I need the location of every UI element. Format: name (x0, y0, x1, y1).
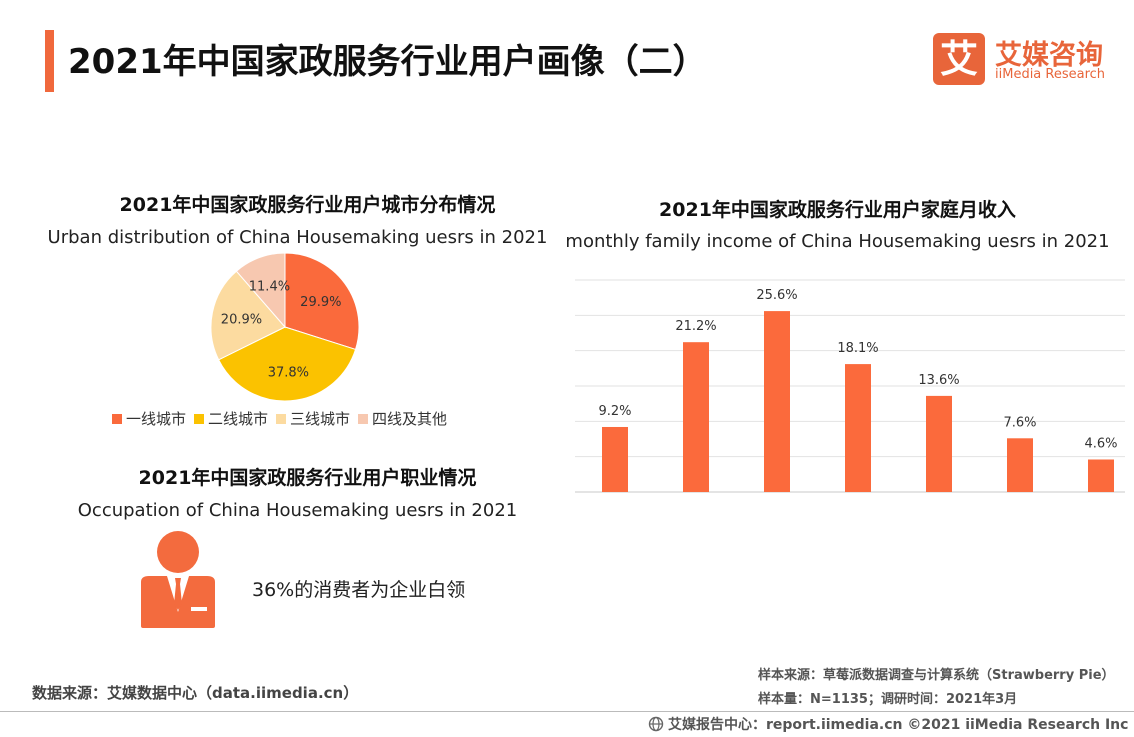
legend-item-tier3: 三线城市 (276, 408, 350, 429)
pie-slice-label: 29.9% (300, 295, 341, 310)
globe-icon (648, 716, 664, 732)
occupation-title: 2021年中国家政服务行业用户职业情况 (138, 467, 477, 489)
pie-slice-label: 11.4% (249, 279, 290, 294)
legend-swatch (358, 413, 369, 424)
pie-slice-2 (217, 326, 357, 402)
legend-item-tier1: 一线城市 (112, 408, 186, 429)
pie-chart: 29.9% 37.8% 20.9% 11.4% (210, 252, 360, 402)
bar-chart: 9.2% 21.2% 25.6% 18.1% 13.6% 7.6% 4.6% (575, 279, 1125, 493)
pie-slice-label: 20.9% (221, 312, 262, 327)
bar-data-label: 25.6% (756, 288, 797, 303)
legend-label: 一线城市 (126, 410, 187, 428)
footer-divider (0, 711, 1134, 712)
occupation-subtitle: Occupation of China Housemaking uesrs in… (77, 500, 518, 521)
bar-data-label: 7.6% (1003, 415, 1036, 430)
footer-text: 艾媒报告中心：report.iimedia.cn ©2021 iiMedia R… (668, 717, 1129, 733)
bar-1 (602, 426, 628, 492)
legend-item-tier2: 二线城市 (194, 408, 268, 429)
bar-subtitle: monthly family income of China Housemaki… (565, 231, 1110, 252)
legend-swatch (194, 413, 205, 424)
bar-4 (845, 364, 871, 492)
bar-title: 2021年中国家政服务行业用户家庭月收入 (659, 199, 1016, 221)
pie-slice-4 (235, 252, 286, 329)
bar-data-label: 13.6% (918, 373, 959, 388)
footer: 艾媒报告中心：report.iimedia.cn ©2021 iiMedia R… (648, 714, 1128, 734)
pie-legend: 一线城市 二线城市 三线城市 四线及其他 (112, 408, 447, 429)
bar-data-label: 4.6% (1084, 436, 1117, 451)
legend-label: 四线及其他 (372, 410, 448, 428)
legend-item-tier4: 四线及其他 (358, 408, 447, 429)
pie-title: 2021年中国家政服务行业用户城市分布情况 (119, 194, 496, 216)
legend-label: 三线城市 (290, 410, 351, 428)
data-source: 数据来源：艾媒数据中心（data.iimedia.cn） (32, 684, 359, 702)
bar-5 (926, 395, 952, 492)
page-title: 2021年中国家政服务行业用户画像（二） (68, 42, 707, 82)
logo-text-cn: 艾媒咨询 (995, 40, 1103, 71)
bar-data-label: 21.2% (675, 319, 716, 334)
bar-data-label: 9.2% (598, 404, 631, 419)
title-accent-bar (45, 30, 54, 92)
bar-3 (764, 311, 790, 492)
occupation-text: 36%的消费者为企业白领 (252, 579, 466, 601)
pie-slice-label: 37.8% (268, 365, 309, 380)
bar-7 (1088, 459, 1114, 492)
legend-label: 二线城市 (208, 410, 269, 428)
pie-subtitle: Urban distribution of China Housemaking … (47, 227, 548, 248)
legend-swatch (276, 413, 287, 424)
legend-swatch (112, 413, 122, 424)
sample-source: 样本来源：草莓派数据调查与计算系统（Strawberry Pie） (758, 668, 1115, 683)
pie-slice-3 (210, 270, 286, 361)
bar-6 (1007, 438, 1033, 492)
logo-text-en: iiMedia Research (995, 67, 1106, 82)
bar-data-label: 18.1% (837, 341, 878, 356)
sample-size: 样本量：N=1135；调研时间：2021年3月 (758, 692, 1018, 707)
bar-2 (683, 342, 709, 492)
person-icon (141, 531, 215, 628)
logo-mark: 艾 (933, 33, 985, 85)
pie-slice-1 (284, 252, 360, 351)
